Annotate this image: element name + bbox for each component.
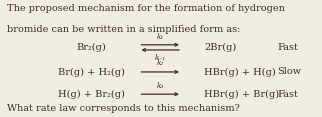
Text: What rate law corresponds to this mechanism?: What rate law corresponds to this mechan… bbox=[7, 104, 240, 113]
Text: HBr(g) + H(g): HBr(g) + H(g) bbox=[204, 67, 276, 77]
Text: Br(g) + H₂(g): Br(g) + H₂(g) bbox=[58, 67, 125, 77]
Text: Br₂(g): Br₂(g) bbox=[77, 43, 107, 52]
Text: HBr(g) + Br(g): HBr(g) + Br(g) bbox=[204, 90, 279, 99]
Text: Fast: Fast bbox=[277, 90, 298, 99]
Text: Slow: Slow bbox=[277, 68, 301, 76]
Text: k₂: k₂ bbox=[156, 59, 164, 67]
Text: k₃: k₃ bbox=[156, 82, 164, 90]
Text: 2Br(g): 2Br(g) bbox=[204, 43, 237, 52]
Text: k₁: k₁ bbox=[156, 33, 164, 41]
Text: The proposed mechanism for the formation of hydrogen: The proposed mechanism for the formation… bbox=[7, 4, 285, 13]
Text: Fast: Fast bbox=[277, 43, 298, 52]
Text: k₋₁: k₋₁ bbox=[155, 54, 166, 62]
Text: bromide can be written in a simplified form as:: bromide can be written in a simplified f… bbox=[7, 25, 241, 34]
Text: H(g) + Br₂(g): H(g) + Br₂(g) bbox=[58, 90, 125, 99]
